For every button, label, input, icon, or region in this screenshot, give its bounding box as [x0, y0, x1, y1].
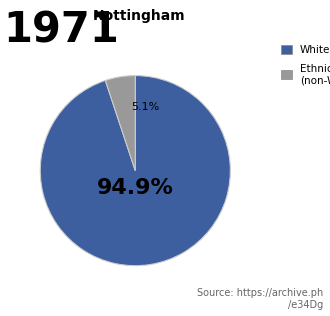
Text: Nottingham: Nottingham	[92, 9, 185, 23]
Text: 94.9%: 94.9%	[97, 178, 174, 198]
Legend: White, Ethnic minority
(non-White): White, Ethnic minority (non-White)	[281, 45, 330, 85]
Wedge shape	[105, 76, 135, 171]
Text: Source: https://archive.ph
/e34Dg: Source: https://archive.ph /e34Dg	[197, 288, 323, 310]
Text: 1971: 1971	[3, 9, 119, 52]
Text: 5.1%: 5.1%	[131, 102, 160, 112]
Wedge shape	[40, 76, 230, 266]
